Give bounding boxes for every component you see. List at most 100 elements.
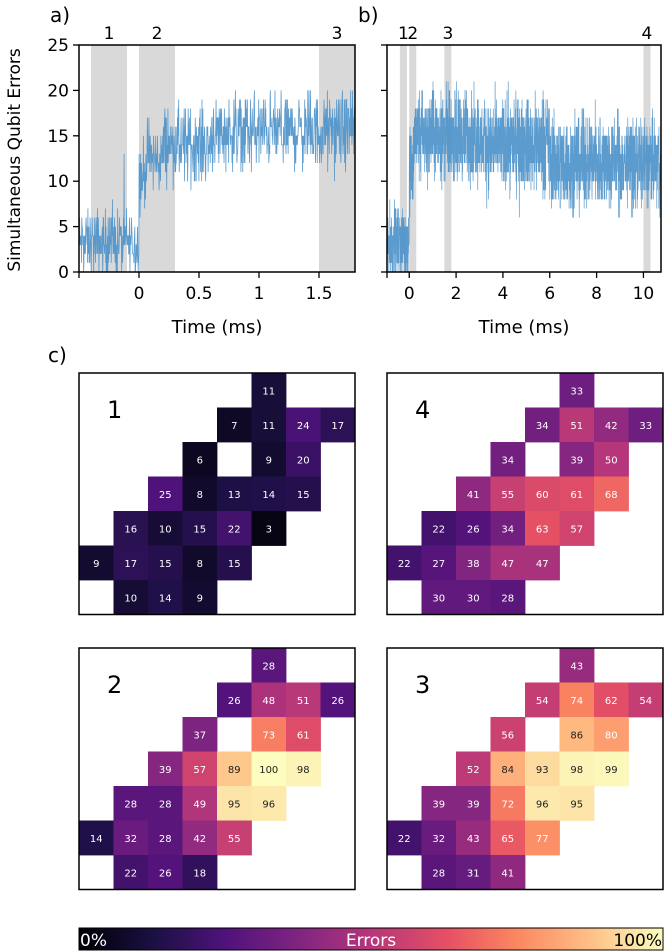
- heatmap-cell: [148, 545, 183, 581]
- heatmap-cell-value: 28: [159, 834, 172, 845]
- heatmap-cell-value: 22: [124, 868, 137, 879]
- heatmap-cell: [525, 820, 560, 856]
- heatmap-cell: [286, 682, 321, 718]
- shaded-region-label-1: 1: [104, 24, 115, 44]
- panel-b-frame: [386, 44, 662, 273]
- heatmap-cell: [251, 511, 287, 546]
- heatmap-4: 33 34 51 42 33 34 39 50 41 55 60 61 68 22 26 34 63 57 22 27…: [386, 372, 664, 616]
- x-tick-label: 0: [134, 284, 145, 304]
- series-line: [386, 81, 662, 273]
- heatmap-cell-value: 51: [297, 696, 310, 707]
- heatmap-cell: [286, 442, 321, 477]
- heatmap-cell-value: 13: [228, 490, 241, 501]
- heatmap-cell-value: 57: [570, 524, 583, 535]
- heatmap-cell: [559, 511, 595, 546]
- heatmap-cell: [490, 820, 526, 856]
- heatmap-cell: [456, 751, 491, 787]
- heatmap-cell-value: 38: [467, 559, 480, 570]
- heatmap-label: 4: [415, 396, 430, 424]
- heatmap-cell: [113, 580, 149, 615]
- heatmap-cell: [79, 820, 114, 856]
- heatmap-cell: [456, 580, 491, 615]
- heatmap-cell-value: 86: [570, 730, 583, 741]
- heatmap-cell: [525, 545, 560, 581]
- heatmap-frame: [78, 372, 356, 616]
- heatmap-cell: [182, 751, 218, 787]
- heatmap-cell: [490, 545, 526, 581]
- heatmap-cell-value: 95: [570, 799, 583, 810]
- heatmap-cell-value: 61: [297, 730, 310, 741]
- heatmap-cell: [251, 476, 287, 512]
- heatmap-cell: [594, 407, 629, 443]
- heatmap-cell-value: 22: [398, 559, 411, 570]
- heatmap-cell: [421, 545, 457, 581]
- heatmap-cell-value: 34: [536, 421, 549, 432]
- colorbar-gradient: [78, 927, 664, 951]
- heatmap-cell: [490, 786, 526, 821]
- heatmap-cell: [148, 855, 183, 890]
- heatmap-cell: [182, 580, 218, 615]
- shaded-region-1: [399, 45, 407, 272]
- heatmap-cell: [113, 855, 149, 890]
- x-tick-label: 2: [451, 284, 462, 304]
- heatmap-cell-value: 22: [398, 834, 411, 845]
- heatmap-cell: [217, 545, 252, 581]
- heatmap-cell-value: 6: [197, 455, 203, 466]
- heatmap-cell-value: 16: [124, 524, 137, 535]
- heatmap-cell: [217, 820, 252, 856]
- heatmap-cell: [182, 820, 218, 856]
- heatmap-cell-value: 20: [297, 455, 310, 466]
- heatmap-cell: [594, 476, 629, 512]
- heatmap-cell: [148, 476, 183, 512]
- x-tick-label: 0.5: [185, 284, 212, 304]
- panel-a-label: a): [50, 3, 70, 27]
- heatmap-cell-value: 62: [605, 696, 618, 707]
- heatmap-cell-value: 9: [93, 559, 99, 570]
- heatmap-cell-value: 57: [193, 765, 206, 776]
- heatmap-cell: [320, 407, 356, 443]
- x-tick-label: 10: [633, 284, 655, 304]
- x-tick-label: 0: [404, 284, 415, 304]
- heatmap-cell: [559, 682, 595, 718]
- heatmap-cell-value: 26: [159, 868, 172, 879]
- heatmap-cell: [182, 786, 218, 821]
- heatmap-cell: [387, 820, 422, 856]
- heatmap-cell: [421, 786, 457, 821]
- shaded-region-label-4: 4: [642, 24, 653, 44]
- heatmap-cell: [113, 545, 149, 581]
- shaded-region-label-3: 3: [332, 24, 343, 44]
- heatmap-cell: [148, 751, 183, 787]
- heatmap-cell-value: 54: [639, 696, 652, 707]
- heatmap-cell: [148, 820, 183, 856]
- heatmap-cell-value: 28: [432, 868, 445, 879]
- heatmap-cell-value: 17: [124, 559, 137, 570]
- panel-b-xlabel: Time (ms): [478, 317, 570, 338]
- heatmap-cell-value: 96: [536, 799, 549, 810]
- heatmap-cell-value: 61: [570, 490, 583, 501]
- heatmap-cell: [286, 717, 321, 752]
- heatmap-cell-value: 73: [262, 730, 275, 741]
- panel-b-label: b): [358, 3, 379, 27]
- heatmap-cell: [217, 511, 252, 546]
- heatmap-cell-value: 89: [228, 765, 241, 776]
- heatmap-cell: [594, 751, 629, 787]
- heatmap-cell-value: 100: [259, 765, 278, 776]
- heatmap-cell: [182, 855, 218, 890]
- heatmap-cell-value: 15: [297, 490, 310, 501]
- heatmap-cell: [628, 407, 664, 443]
- heatmap-1: 11 7 11 24 17 6 9 20 25 8 13 14 15 16 10 15 22 3 9 17 15 8 15 1…: [78, 372, 356, 616]
- heatmap-cell: [182, 442, 218, 477]
- heatmap-cell: [182, 511, 218, 546]
- heatmap-2: 28 26 48 51 26 37 73 61 39 57 89 100 98 28 28 49 95 96 14 3…: [78, 647, 356, 891]
- heatmap-cell-value: 98: [297, 765, 310, 776]
- heatmap-cell-value: 42: [193, 834, 206, 845]
- heatmap-cell: [387, 545, 422, 581]
- shaded-region-label-2: 2: [407, 24, 418, 44]
- heatmap-cell: [559, 373, 595, 408]
- heatmap-cell-value: 15: [159, 559, 172, 570]
- heatmap-cell: [594, 682, 629, 718]
- heatmap-cell: [79, 545, 114, 581]
- heatmap-frame: [386, 372, 664, 616]
- heatmap-cell-value: 25: [159, 490, 172, 501]
